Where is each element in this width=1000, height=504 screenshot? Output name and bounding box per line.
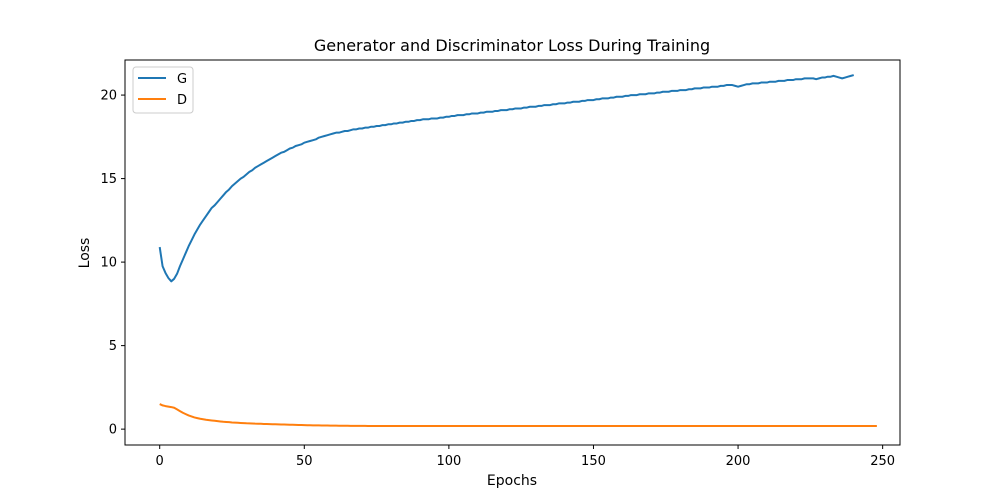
x-axis: 0 50 100 150 200 250 [156,445,895,469]
legend-label-g: G [177,72,187,87]
axes-frame [124,59,901,446]
x-tick-label: 50 [296,454,313,469]
x-tick-label: 250 [870,454,895,469]
x-tick-label: 200 [726,454,751,469]
y-axis-label: Loss [77,238,93,269]
x-axis-label: Epochs [487,473,537,489]
series-line-d [159,403,877,427]
y-tick-label: 20 [100,89,117,104]
y-tick-label: 5 [109,339,117,354]
y-tick-label: 15 [100,172,117,187]
x-tick-label: 100 [436,454,461,469]
chart-title: Generator and Discriminator Loss During … [314,36,710,55]
x-tick-label: 0 [156,454,164,469]
series-line-g [158,74,855,283]
plot-area [158,74,877,427]
y-tick-label: 10 [100,256,117,271]
legend-label-d: D [177,93,187,108]
x-tick-label: 150 [581,454,606,469]
legend: G D [132,66,194,114]
y-axis: 0 5 10 15 20 [100,89,125,438]
y-tick-label: 0 [109,423,117,438]
